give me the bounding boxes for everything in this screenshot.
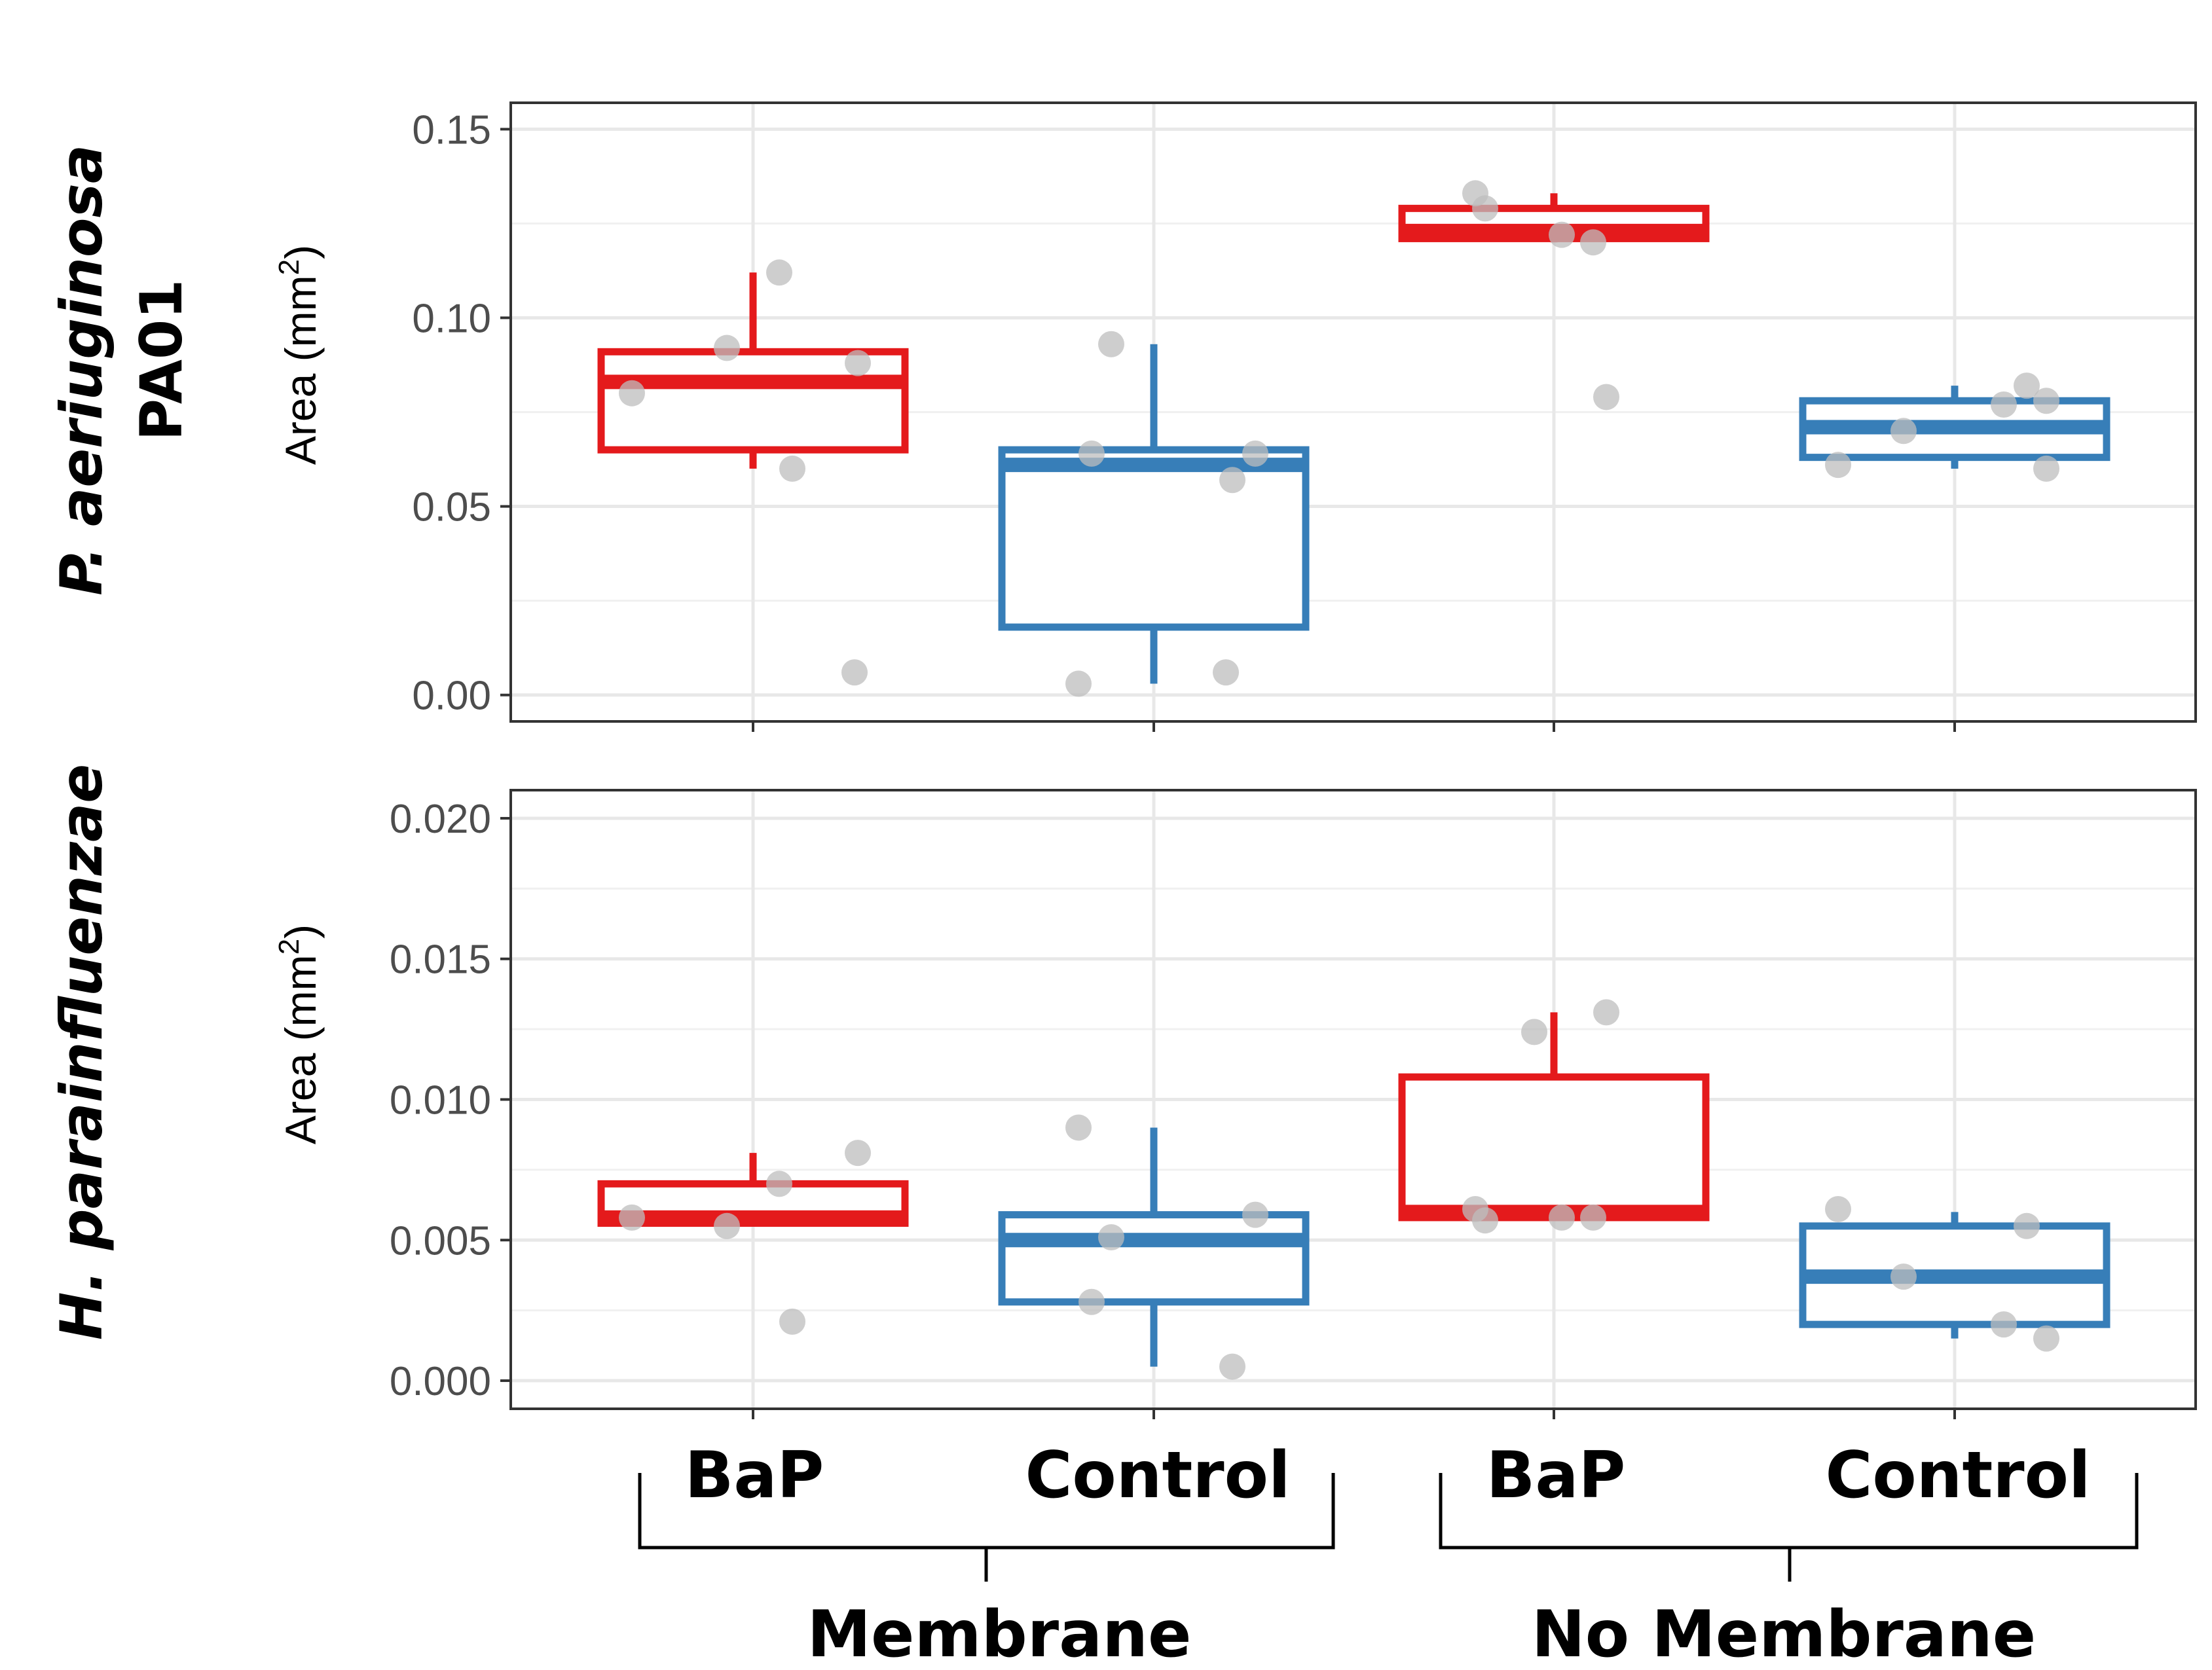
data-point	[1098, 331, 1124, 357]
box-no-membrane-bap	[1398, 1012, 1710, 1222]
data-point	[2033, 1325, 2059, 1352]
data-point	[1219, 467, 1245, 494]
data-point	[1580, 1204, 1606, 1231]
data-point	[1991, 1311, 2017, 1338]
panel-bottom-border	[509, 789, 2197, 1410]
data-point	[1593, 384, 1619, 410]
panel-bottom-ylabel-sup: 2	[273, 939, 305, 954]
box-rect	[998, 1211, 1310, 1306]
y-tick-label: 0.010	[390, 1078, 491, 1123]
panel-top-border	[509, 101, 2197, 723]
y-tick-label: 0.005	[390, 1218, 491, 1263]
data-point	[1521, 1019, 1547, 1045]
data-point	[1078, 1288, 1105, 1315]
data-point	[619, 380, 645, 407]
box-membrane-control	[998, 1127, 1310, 1367]
y-tick-label: 0.05	[412, 485, 491, 530]
data-point	[1065, 670, 1092, 697]
bracket-membrane	[638, 1473, 1335, 1582]
data-point	[1593, 999, 1619, 1026]
data-point	[2014, 372, 2040, 399]
panel-top-label-line1: P. aeriuginosa	[48, 145, 115, 596]
data-point	[1242, 1201, 1268, 1228]
panel-top-label-line2: PA01	[128, 280, 195, 441]
data-point	[714, 1212, 740, 1239]
panel-bottom-ylabel-close: )	[276, 924, 325, 939]
data-point	[1472, 1207, 1498, 1234]
y-tick-label: 0.015	[390, 937, 491, 983]
data-point	[1825, 1196, 1851, 1223]
panel-bottom-x-ticks	[752, 1409, 1956, 1419]
box-no-membrane-control	[1799, 386, 2111, 469]
data-point	[766, 1171, 792, 1197]
y-tick-label: 0.15	[412, 107, 491, 153]
panel-top-label: P. aeriuginosa PA01	[48, 124, 195, 596]
data-point	[1065, 1114, 1092, 1141]
panel-top-points	[619, 180, 2059, 697]
data-point	[779, 1308, 805, 1335]
panel-bottom-ylabel: Area (mm2)	[273, 924, 325, 1144]
panel-bottom-ylabel-text: Area (mm	[276, 954, 325, 1144]
data-point	[1890, 1263, 1917, 1290]
panel-bottom-y-ticks: 0.000 0.005 0.010 0.015 0.020	[390, 797, 511, 1404]
data-point	[1219, 1353, 1245, 1380]
panel-bottom-boxes	[597, 1012, 2111, 1367]
y-tick-label: 0.10	[412, 296, 491, 341]
data-point	[1078, 440, 1105, 467]
data-point	[1549, 1204, 1575, 1231]
data-point	[766, 259, 792, 286]
data-point	[1213, 659, 1239, 686]
panel-top: P. aeriuginosa PA01 Area (mm2) 0.000.050…	[48, 101, 2197, 732]
x-label-control-membrane: Control	[1025, 1438, 1290, 1513]
data-point	[841, 659, 868, 686]
x-label-bap-no-membrane: BaP	[1486, 1438, 1626, 1513]
data-point	[2014, 1212, 2040, 1239]
data-point	[779, 455, 805, 482]
data-point	[2033, 388, 2059, 414]
panel-bottom-label: H. parainfluenzae	[48, 764, 115, 1340]
x-label-bap-membrane: BaP	[685, 1438, 824, 1513]
y-tick-label: 0.00	[412, 674, 491, 719]
panel-top-ylabel-sup: 2	[273, 259, 305, 275]
data-point	[1098, 1224, 1124, 1250]
panel-top-ylabel-text: Area (mm	[276, 275, 325, 465]
data-point	[2033, 455, 2059, 482]
box-rect	[998, 446, 1310, 631]
data-point	[1890, 418, 1917, 445]
box-membrane-bap	[597, 1153, 909, 1227]
data-point	[1825, 452, 1851, 479]
panel-bottom-points	[619, 999, 2059, 1380]
y-tick-label: 0.000	[390, 1359, 491, 1404]
panel-top-ylabel-close: )	[276, 245, 325, 259]
data-point	[714, 335, 740, 361]
x-axis-labels: BaP Control BaP Control Membrane No Memb…	[638, 1438, 2139, 1670]
panel-bottom: H. parainfluenzae Area (mm2) 0.0000.0050…	[48, 764, 2197, 1419]
panel-top-x-ticks	[752, 721, 1956, 732]
data-point	[845, 350, 871, 376]
data-point	[1991, 391, 2017, 418]
data-point	[1549, 221, 1575, 248]
x-label-control-no-membrane: Control	[1825, 1438, 2090, 1513]
panel-top-ylabel: Area (mm2)	[273, 245, 325, 465]
bracket-no-membrane	[1439, 1473, 2139, 1582]
data-point	[1580, 229, 1606, 256]
group-label-no-membrane: No Membrane	[1532, 1597, 2036, 1670]
box-no-membrane-control	[1799, 1212, 2111, 1339]
box-rect	[1398, 1073, 1710, 1222]
panel-bottom-label-line1: H. parainfluenzae	[48, 764, 115, 1340]
panel-top-y-ticks: 0.00 0.05 0.10 0.15	[412, 107, 511, 719]
group-label-membrane: Membrane	[807, 1597, 1192, 1670]
data-point	[1242, 440, 1268, 467]
y-tick-label: 0.020	[390, 797, 491, 842]
data-point	[845, 1140, 871, 1167]
data-point	[1472, 195, 1498, 222]
data-point	[619, 1204, 645, 1231]
